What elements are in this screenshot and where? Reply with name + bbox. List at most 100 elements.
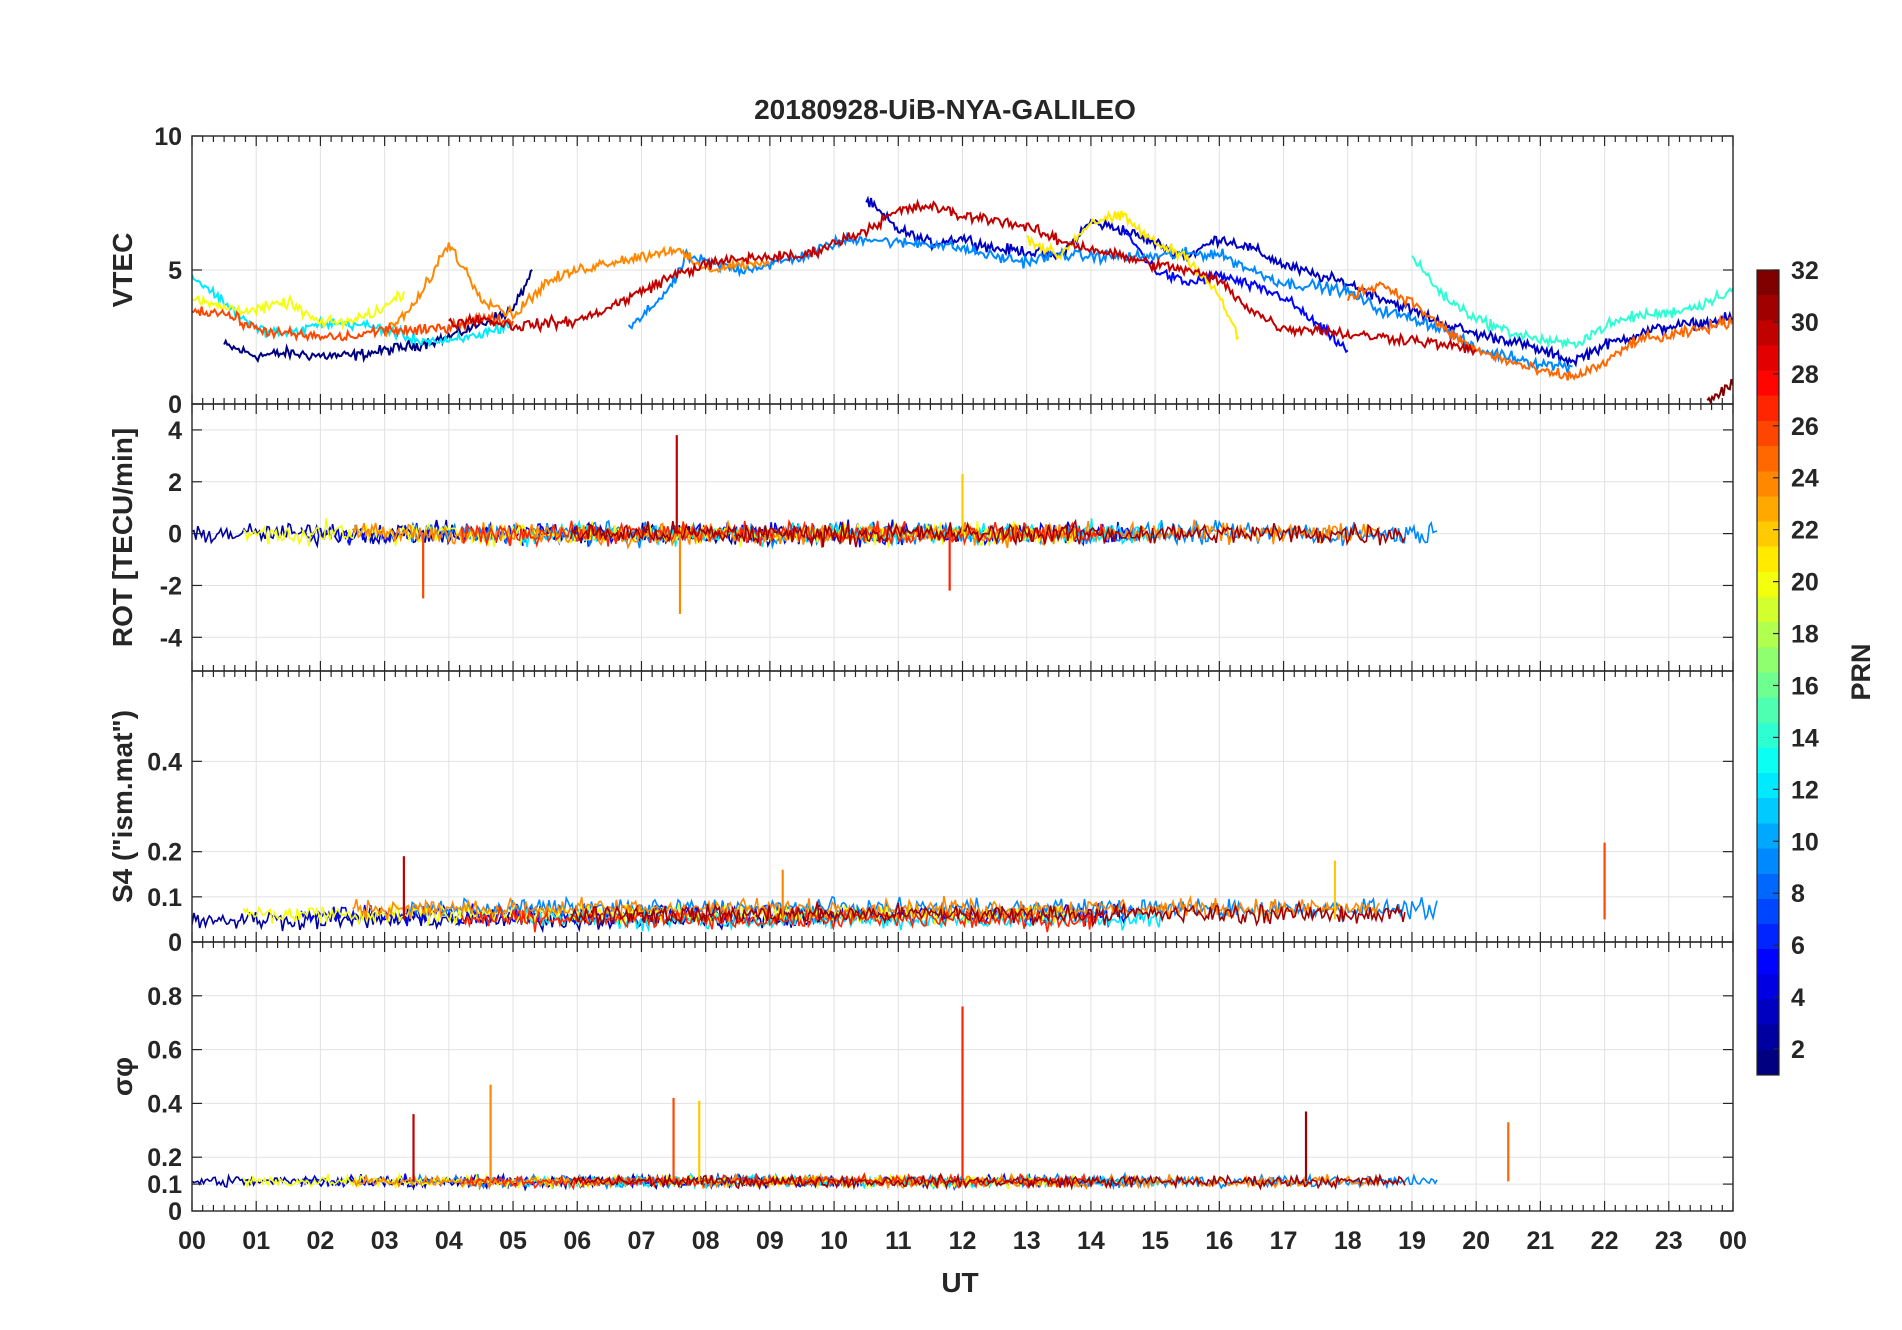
- y-tick-label: 0.2: [147, 839, 182, 867]
- x-tick-label: 11: [885, 1227, 912, 1255]
- x-tick-label: 14: [1077, 1227, 1105, 1255]
- x-ticks: [191, 136, 1734, 404]
- x-tick-label: 23: [1655, 1227, 1683, 1255]
- x-axis-label: UT: [941, 1267, 978, 1298]
- y-tick-label: -4: [160, 624, 182, 652]
- panel-s4: 0 0.1 0.2 0.4 S4 ("ism.mat"): [107, 670, 1734, 957]
- colorbar-tick-label: 28: [1791, 361, 1819, 389]
- x-tick-label: 12: [949, 1227, 977, 1255]
- y-tick-label: 0.8: [147, 983, 182, 1011]
- x-tick-label: 07: [628, 1227, 656, 1255]
- x-tick-label: 03: [371, 1227, 399, 1255]
- series-line-prn-20: [192, 289, 405, 331]
- colorbar-tick-label: 24: [1791, 465, 1819, 493]
- x-tick-label: 18: [1334, 1227, 1362, 1255]
- series-line-prn-26: [192, 306, 514, 343]
- y-tick-label: 5: [168, 257, 182, 285]
- x-ticks: [191, 671, 1734, 942]
- colorbar-tick-label: 8: [1791, 880, 1805, 908]
- series-line-prn-25: [1346, 280, 1733, 381]
- x-tick-label: 19: [1398, 1227, 1426, 1255]
- y-tick-label: 0: [168, 391, 182, 419]
- y-tick-label: 10: [154, 123, 182, 151]
- series-line-prn-27: [460, 518, 1104, 549]
- y-tick-label: 0.1: [147, 884, 182, 912]
- colorbar-tick-label: 32: [1791, 257, 1819, 285]
- series-line-prn-14: [1411, 255, 1733, 350]
- panel-sigma-phi: 00.10.2 0.4 0.6 0.8 σφ: [107, 941, 1734, 1226]
- x-tick-label: 08: [692, 1227, 720, 1255]
- colorbar-tick-label: 22: [1791, 517, 1819, 545]
- colorbar-tick-label: 10: [1791, 828, 1819, 856]
- y-axis-label: σφ: [107, 1057, 138, 1096]
- series-line-prn-20: [242, 902, 1079, 928]
- x-tick-label: 05: [499, 1227, 527, 1255]
- y-tick-label: -2: [160, 572, 182, 600]
- panel-rot: -4 -2 0 2 4 ROT [TECU/min]: [107, 403, 1734, 672]
- colorbar-gradient: [1756, 269, 1780, 1076]
- x-ticks: [191, 404, 1734, 671]
- x-tick-label: 02: [307, 1227, 335, 1255]
- series-line-prn-31: [570, 899, 1406, 929]
- series-group: [192, 195, 1733, 404]
- y-tick-label: 0.2: [147, 1144, 182, 1172]
- series-line-prn-30: [448, 198, 1477, 357]
- x-tick-label: 00: [178, 1227, 206, 1255]
- x-tick-label: 09: [756, 1227, 784, 1255]
- x-tick-label: 21: [1526, 1227, 1554, 1255]
- x-tick-label: 01: [242, 1227, 270, 1255]
- colorbar-tick-label: 30: [1791, 309, 1819, 337]
- y-tick-label: 0: [168, 521, 182, 549]
- y-tick-label: 0.1: [147, 1171, 182, 1199]
- y-axis-label: VTEC: [107, 233, 138, 308]
- x-tick-label: 15: [1141, 1227, 1169, 1255]
- y-axis-label: S4 ("ism.mat"): [107, 710, 138, 903]
- x-tick-label: 04: [435, 1227, 463, 1255]
- x-tick-label: 06: [563, 1227, 591, 1255]
- colorbar-tick-label: 6: [1791, 932, 1805, 960]
- colorbar-tick-label: 16: [1791, 672, 1819, 700]
- y-tick-label: 0: [168, 929, 182, 957]
- series-line-prn-31: [570, 1172, 1406, 1191]
- series-line-prn-1: [223, 269, 533, 364]
- y-tick-label: 0.4: [147, 748, 182, 776]
- colorbar-tick-label: 26: [1791, 413, 1819, 441]
- x-ticks: [191, 942, 1734, 1211]
- grid: [191, 671, 1734, 943]
- x-tick-label: 22: [1591, 1227, 1619, 1255]
- series-line-prn-5: [1122, 229, 1349, 354]
- y-tick-label: 2: [168, 469, 182, 497]
- series-line-prn-9: [627, 231, 1573, 374]
- colorbar-tick-label: 2: [1791, 1036, 1805, 1064]
- chart-title: 20180928-UiB-NYA-GALILEO: [754, 94, 1136, 125]
- x-tick-label: 17: [1270, 1227, 1298, 1255]
- series-line-prn-12: [192, 274, 514, 348]
- colorbar-label: PRN: [1846, 643, 1876, 700]
- colorbar-tick-label: 12: [1791, 776, 1819, 804]
- series-line-prn-3: [865, 195, 1733, 368]
- y-tick-label: 0.6: [147, 1037, 182, 1065]
- y-tick-label: 0.4: [147, 1090, 182, 1118]
- x-tick-label: 00: [1719, 1227, 1747, 1255]
- y-tick-label: 0: [168, 1198, 182, 1226]
- series-group: [192, 1006, 1510, 1192]
- colorbar-tick-label: 4: [1791, 984, 1805, 1012]
- x-tick-label: 10: [820, 1227, 848, 1255]
- x-tick-label: 20: [1462, 1227, 1490, 1255]
- series-line-prn-31: [570, 518, 1406, 548]
- colorbar-tick-label: 20: [1791, 569, 1819, 597]
- series-group: [192, 435, 1438, 614]
- x-tick-label: 16: [1205, 1227, 1233, 1255]
- colorbar-tick-label: 18: [1791, 621, 1819, 649]
- y-tick-label: 4: [168, 417, 182, 445]
- series-group: [192, 842, 1606, 934]
- colorbar-tick-label: 14: [1791, 724, 1819, 752]
- series-line-prn-21: [1026, 210, 1240, 341]
- x-tick-label: 13: [1013, 1227, 1041, 1255]
- x-tick-labels: 00 01 02 03 04 05 06 07 08 09 10 11 12 13 14 15 16 17 18 19…: [178, 1227, 1747, 1255]
- y-axis-label: ROT [TECU/min]: [107, 428, 138, 647]
- panel-vtec: 0 5 10 VTEC: [107, 123, 1734, 419]
